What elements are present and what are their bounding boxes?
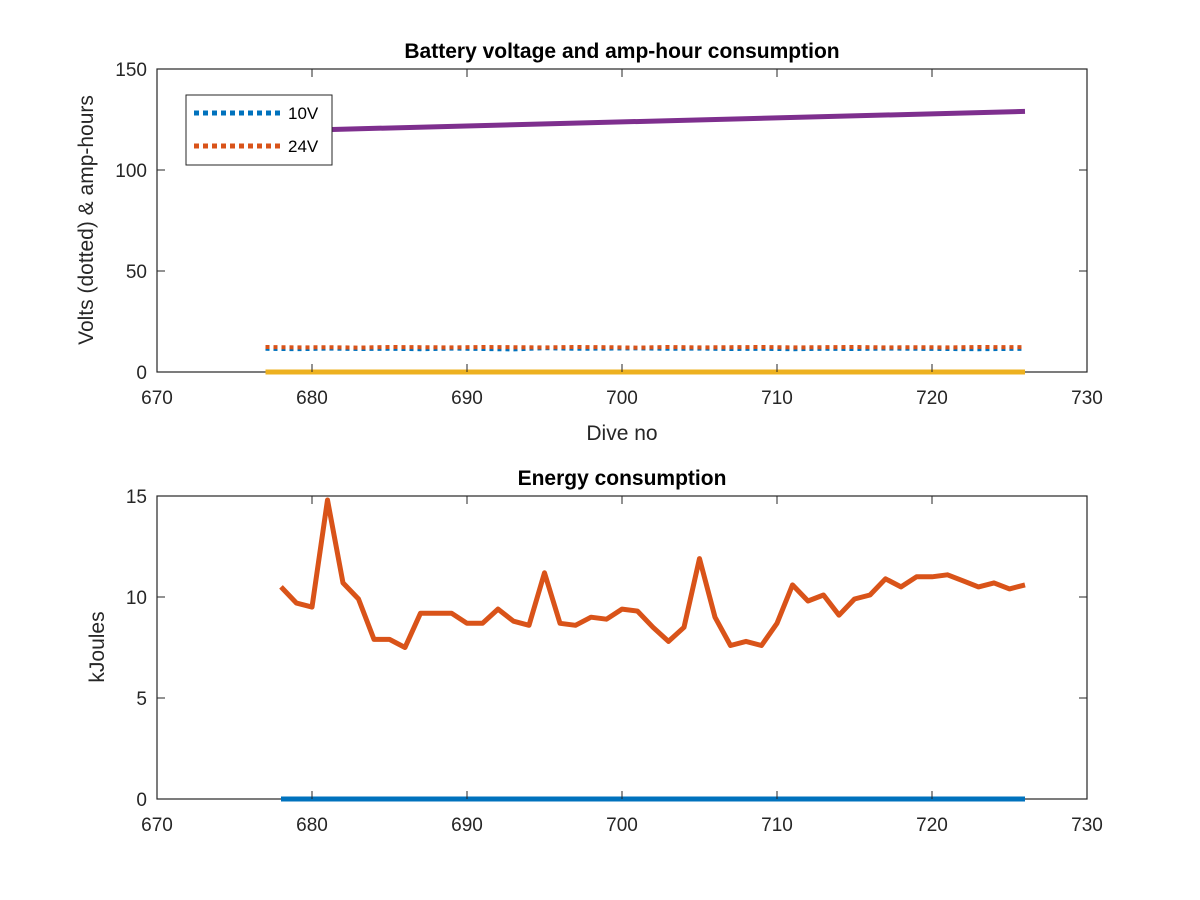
energy-ytick-label: 15 (126, 487, 147, 508)
battery-subplot: 670 680 690 700 710 720 730 0 50 100 150 Battery v… (75, 40, 1103, 445)
energy-xtick-label: 730 (1071, 815, 1103, 836)
battery-y-axis-label: Volts (dotted) & amp-hours (75, 95, 98, 345)
battery-xtick-label: 680 (296, 388, 328, 409)
legend-label-24v: 24V (288, 137, 319, 156)
energy-xtick-label: 710 (761, 815, 793, 836)
energy-xtick-label: 670 (141, 815, 173, 836)
legend-label-10v: 10V (288, 104, 319, 123)
battery-ytick-label: 100 (115, 161, 147, 182)
energy-ytick-label: 10 (126, 588, 147, 609)
energy-xtick-label: 700 (606, 815, 638, 836)
energy-ytick-label: 0 (136, 790, 147, 811)
energy-plot-frame (156, 495, 1088, 800)
battery-ytick-label: 50 (126, 262, 147, 283)
energy-series-line-0 (279, 497, 1026, 650)
battery-xtick-label: 670 (141, 388, 173, 409)
battery-xtick-label: 700 (606, 388, 638, 409)
battery-x-axis-label: Dive no (586, 422, 657, 445)
energy-xtick-label: 720 (916, 815, 948, 836)
legend-box (185, 94, 333, 166)
battery-ticks: 670 680 690 700 710 720 730 0 50 100 150 (115, 60, 1103, 409)
energy-xtick-label: 680 (296, 815, 328, 836)
energy-chart-title: Energy consumption (518, 467, 727, 490)
energy-y-axis-label: kJoules (86, 611, 109, 682)
battery-series-group (265, 108, 1026, 375)
energy-series-group (279, 497, 1026, 802)
energy-subplot: 670 680 690 700 710 720 730 0 5 10 15 Energy consu… (86, 467, 1103, 836)
battery-legend: 10V 24V (185, 94, 333, 166)
battery-series-line-2 (327, 108, 1026, 133)
battery-ytick-label: 0 (136, 363, 147, 384)
battery-xtick-label: 690 (451, 388, 483, 409)
energy-xtick-label: 690 (451, 815, 483, 836)
battery-xtick-label: 730 (1071, 388, 1103, 409)
energy-ytick-label: 5 (136, 689, 147, 710)
battery-ytick-label: 150 (115, 60, 147, 81)
battery-xtick-label: 720 (916, 388, 948, 409)
battery-chart-title: Battery voltage and amp-hour consumption (404, 40, 839, 63)
energy-ticks: 670 680 690 700 710 720 730 0 5 10 15 (126, 487, 1103, 836)
battery-xtick-label: 710 (761, 388, 793, 409)
